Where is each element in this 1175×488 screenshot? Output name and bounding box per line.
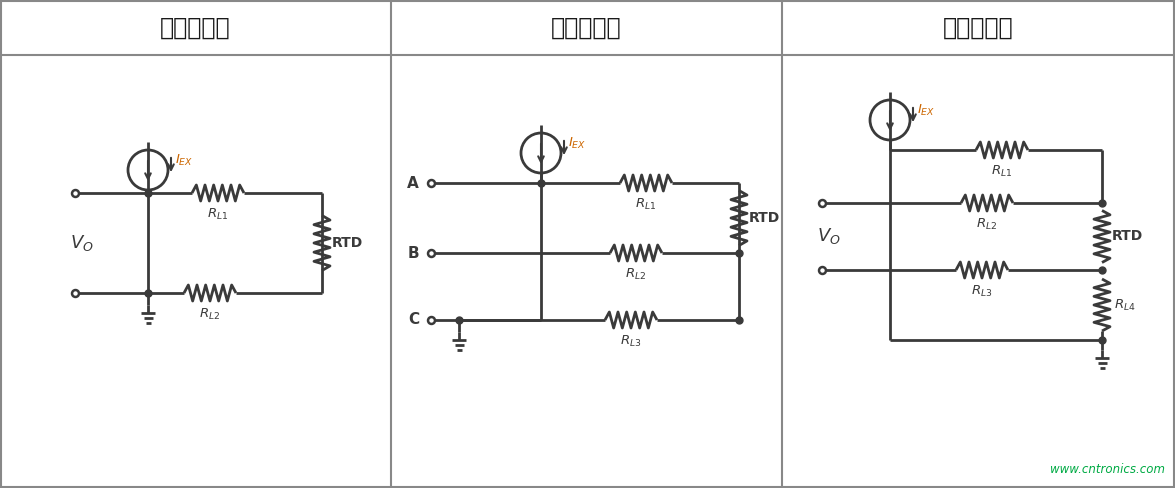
Text: C: C bbox=[408, 312, 419, 327]
Text: $V_O$: $V_O$ bbox=[817, 226, 841, 246]
Text: $R_{L2}$: $R_{L2}$ bbox=[625, 267, 646, 282]
Text: $R_{L3}$: $R_{L3}$ bbox=[972, 284, 993, 299]
Text: RTD: RTD bbox=[333, 236, 363, 250]
Text: $I_{EX}$: $I_{EX}$ bbox=[175, 152, 193, 167]
Text: $R_{L3}$: $R_{L3}$ bbox=[620, 334, 642, 349]
Text: www.cntronics.com: www.cntronics.com bbox=[1050, 463, 1164, 476]
Text: $R_{L4}$: $R_{L4}$ bbox=[1114, 298, 1136, 312]
Text: $R_{L2}$: $R_{L2}$ bbox=[976, 217, 998, 232]
Text: A: A bbox=[408, 176, 419, 190]
Text: $R_{L1}$: $R_{L1}$ bbox=[636, 197, 657, 212]
Text: $R_{L2}$: $R_{L2}$ bbox=[200, 307, 221, 322]
Text: $R_{L1}$: $R_{L1}$ bbox=[992, 164, 1013, 179]
Text: $I_{EX}$: $I_{EX}$ bbox=[568, 136, 586, 151]
Text: 三线制接法: 三线制接法 bbox=[551, 16, 622, 40]
Text: B: B bbox=[408, 245, 419, 261]
Text: RTD: RTD bbox=[748, 211, 780, 225]
Text: 两线制接法: 两线制接法 bbox=[160, 16, 230, 40]
Text: $I_{EX}$: $I_{EX}$ bbox=[916, 102, 935, 118]
Text: 四线制接法: 四线制接法 bbox=[942, 16, 1013, 40]
Text: RTD: RTD bbox=[1112, 229, 1143, 244]
Text: $V_O$: $V_O$ bbox=[70, 233, 94, 253]
Text: $R_{L1}$: $R_{L1}$ bbox=[207, 207, 229, 222]
